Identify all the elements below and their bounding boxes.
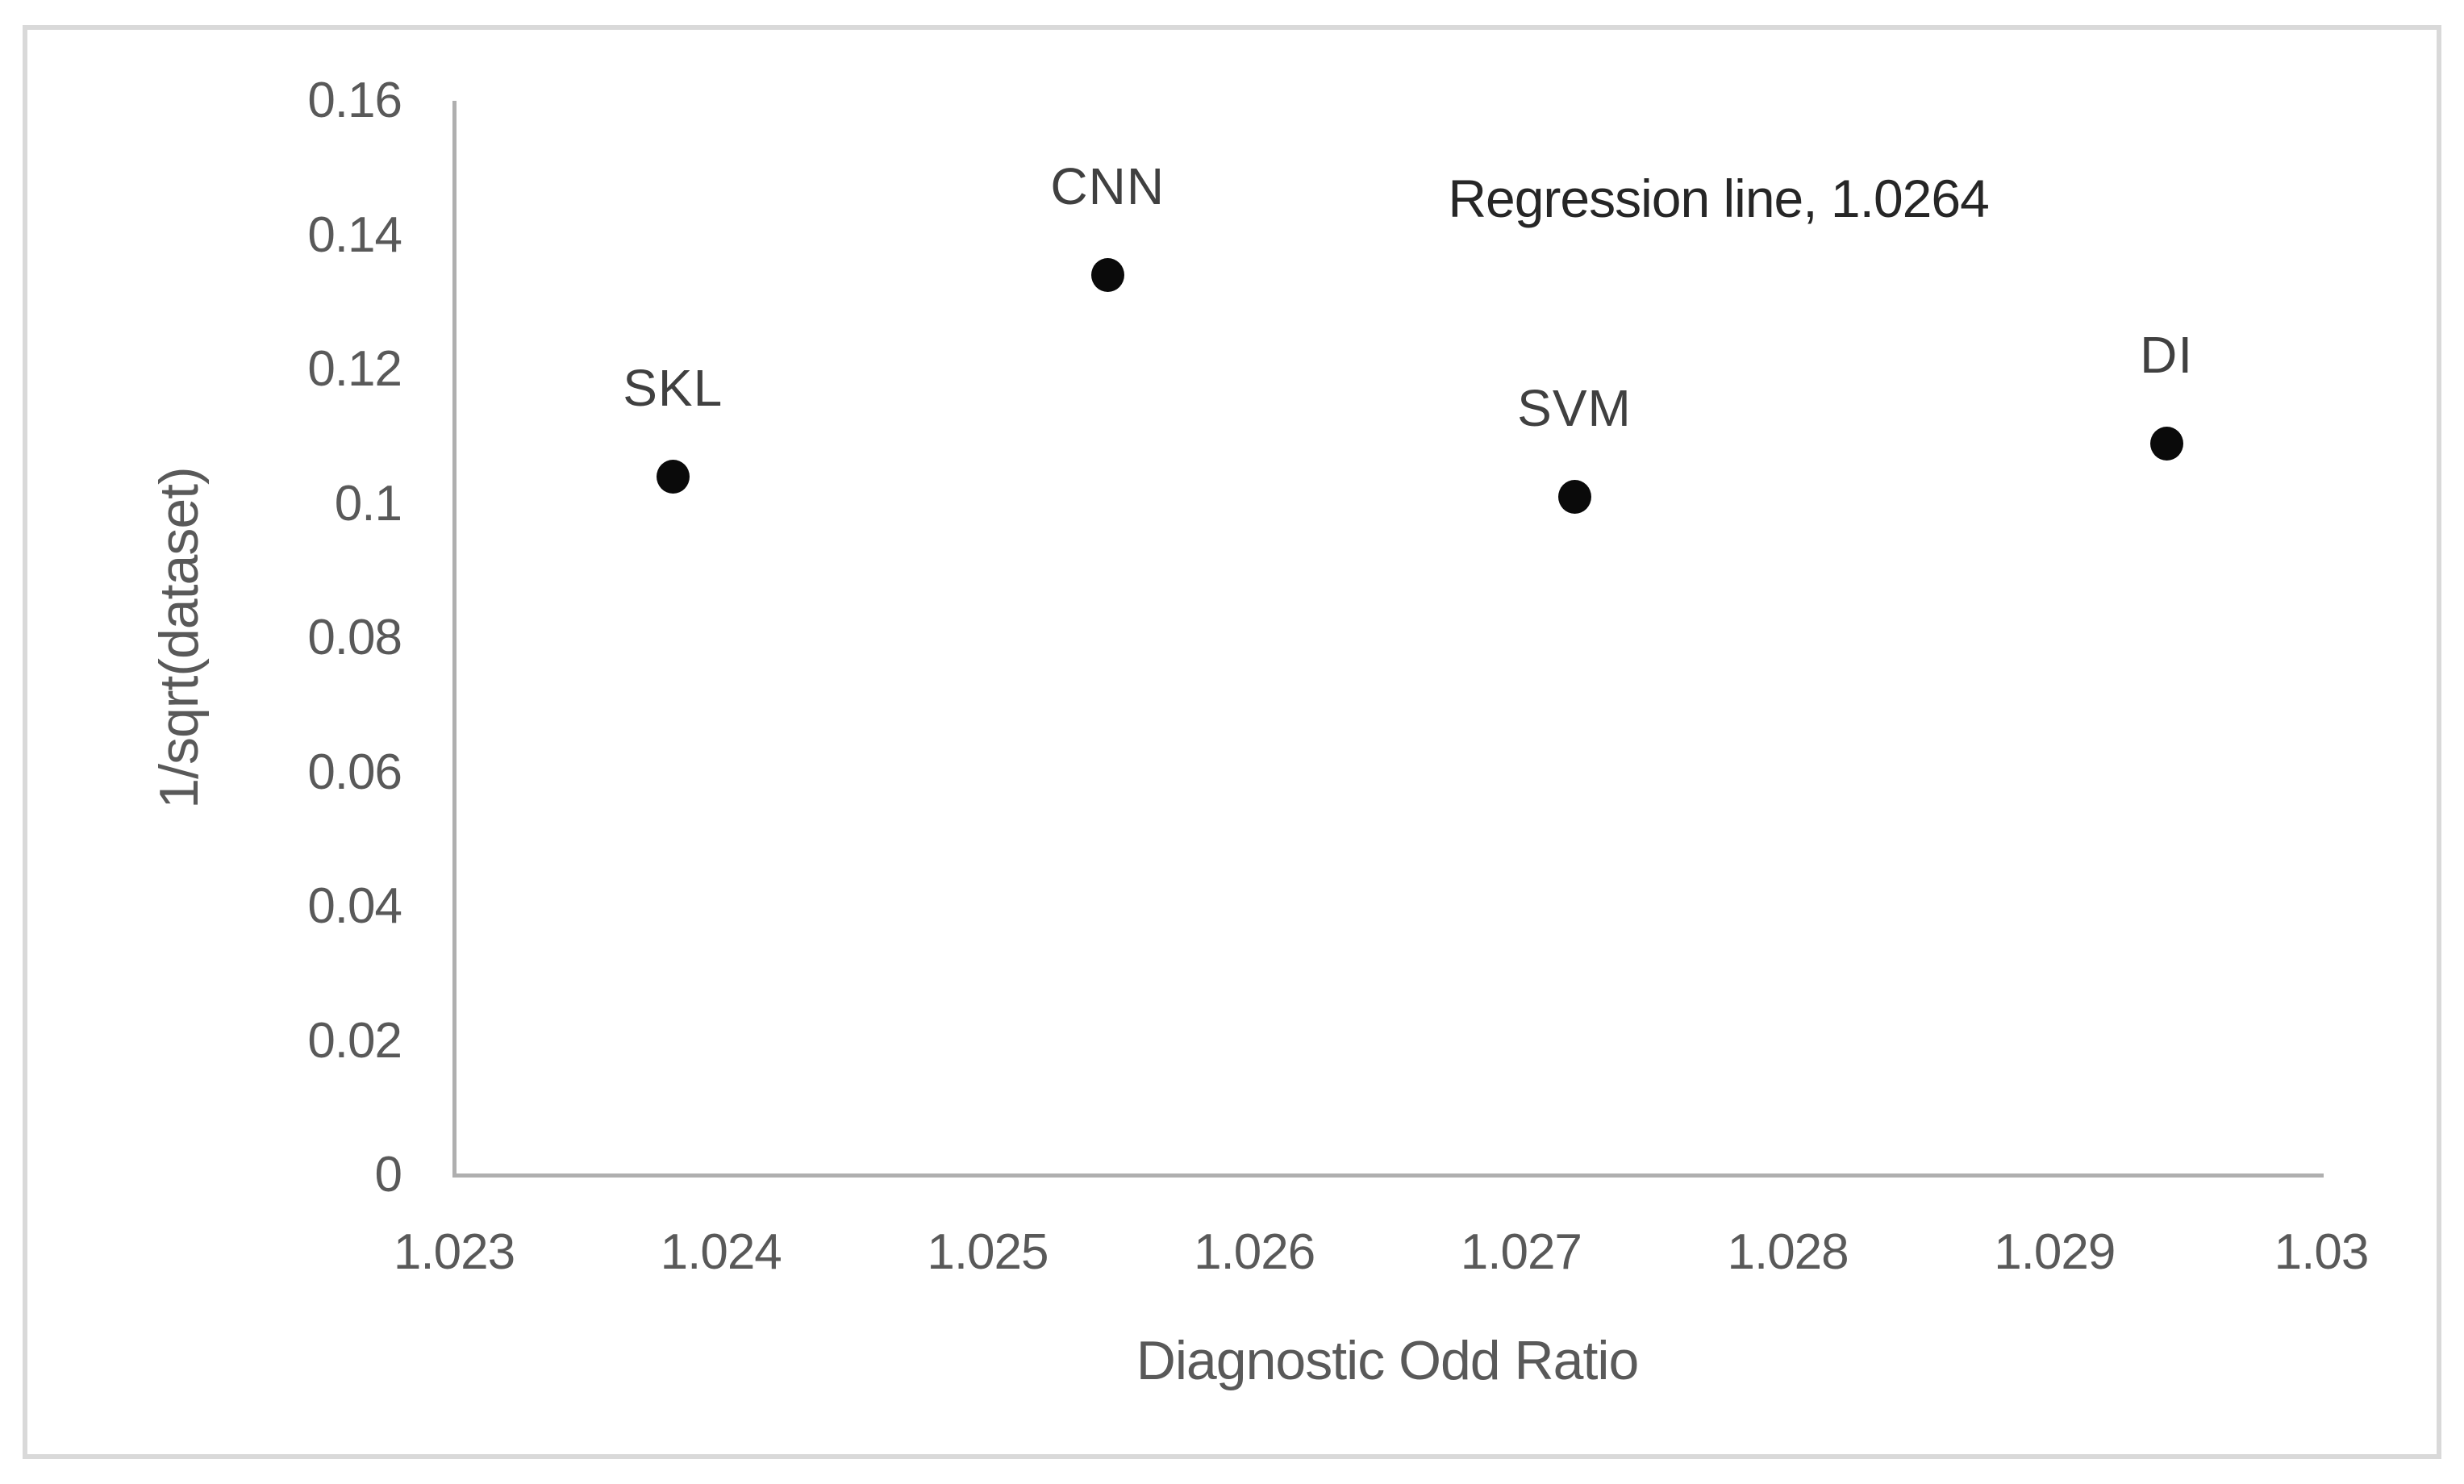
x-axis-line (452, 1173, 2324, 1178)
data-point-svm (1557, 480, 1591, 515)
y-tick-label: 0.16 (307, 73, 402, 128)
x-tick-label: 1.03 (2274, 1224, 2370, 1280)
y-tick-label: 0.08 (307, 610, 402, 665)
chart-outer-frame (23, 25, 2441, 1459)
data-point-skl (656, 460, 690, 494)
regression-annotation: Regression line, 1.0264 (1448, 168, 1989, 228)
data-point-label-di: DI (2140, 325, 2194, 384)
data-point-label-cnn: CNN (1050, 157, 1165, 216)
y-tick-label: 0.12 (307, 341, 402, 397)
x-tick-label: 1.025 (927, 1224, 1049, 1280)
x-axis-title: Diagnostic Odd Ratio (1136, 1330, 1640, 1391)
y-tick-label: 0 (374, 1147, 402, 1203)
y-axis-line (452, 101, 457, 1178)
data-point-label-skl: SKL (623, 359, 723, 418)
y-tick-label: 0.06 (307, 744, 402, 800)
y-tick-label: 0.1 (334, 475, 402, 531)
y-tick-label: 0.02 (307, 1012, 402, 1069)
y-axis-title: 1/sqrt(dataset) (148, 467, 210, 809)
x-tick-label: 1.028 (1727, 1224, 1849, 1280)
x-tick-label: 1.026 (1194, 1224, 1315, 1280)
data-point-di (2149, 426, 2183, 461)
y-tick-label: 0.14 (307, 206, 402, 263)
data-point-cnn (1090, 258, 1124, 293)
x-tick-label: 1.023 (393, 1224, 515, 1280)
x-tick-label: 1.029 (1994, 1224, 2116, 1280)
data-point-label-svm: SVM (1517, 379, 1632, 438)
y-tick-label: 0.04 (307, 878, 402, 934)
x-tick-label: 1.024 (660, 1224, 782, 1280)
x-tick-label: 1.027 (1460, 1224, 1582, 1280)
